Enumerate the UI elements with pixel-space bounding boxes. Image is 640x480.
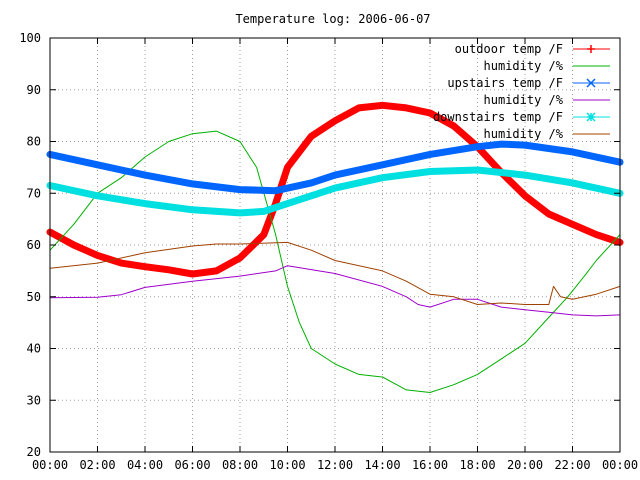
x-tick-label: 04:00 — [127, 458, 163, 472]
legend-label: humidity /% — [484, 59, 564, 73]
series-line — [49, 130, 621, 393]
legend-marker — [586, 112, 596, 122]
y-tick-label: 30 — [27, 393, 41, 407]
y-tick-label: 70 — [27, 186, 41, 200]
grid-lines — [50, 38, 620, 452]
x-tick-label: 02:00 — [79, 458, 115, 472]
legend-marker — [587, 45, 595, 53]
chart-title: Temperature log: 2006-06-07 — [235, 12, 430, 26]
legend-label: downstairs temp /F — [433, 110, 563, 124]
axis-ticks: 20 30 40 50 60 70 80 90 100 00:00 02:00 04:00 06:00 0… — [19, 31, 638, 472]
legend-marker — [586, 78, 596, 88]
legend-label: upstairs temp /F — [447, 76, 563, 90]
x-tick-label: 22:00 — [554, 458, 590, 472]
series-line — [46, 166, 624, 217]
series-group — [46, 101, 624, 393]
legend-label: humidity /% — [484, 93, 564, 107]
x-tick-label: 16:00 — [412, 458, 448, 472]
y-tick-label: 50 — [27, 290, 41, 304]
y-tick-label: 100 — [19, 31, 41, 45]
legend-label: humidity /% — [484, 127, 564, 141]
series-line — [49, 241, 621, 305]
x-tick-label: 10:00 — [269, 458, 305, 472]
x-tick-label: 00:00 — [602, 458, 638, 472]
legend-label: outdoor temp /F — [455, 42, 563, 56]
series-line — [49, 265, 621, 317]
y-tick-label: 60 — [27, 238, 41, 252]
y-tick-label: 40 — [27, 342, 41, 356]
x-tick-label: 20:00 — [507, 458, 543, 472]
legend: outdoor temp /F humidity /% upstairs temp … — [433, 42, 610, 141]
x-tick-label: 00:00 — [32, 458, 68, 472]
x-tick-label: 08:00 — [222, 458, 258, 472]
x-tick-label: 06:00 — [174, 458, 210, 472]
y-tick-label: 80 — [27, 135, 41, 149]
series-line — [46, 140, 624, 195]
x-tick-label: 14:00 — [364, 458, 400, 472]
x-tick-label: 12:00 — [317, 458, 353, 472]
y-tick-label: 90 — [27, 83, 41, 97]
x-tick-label: 18:00 — [459, 458, 495, 472]
series-line — [46, 101, 624, 278]
y-tick-label: 20 — [27, 445, 41, 459]
